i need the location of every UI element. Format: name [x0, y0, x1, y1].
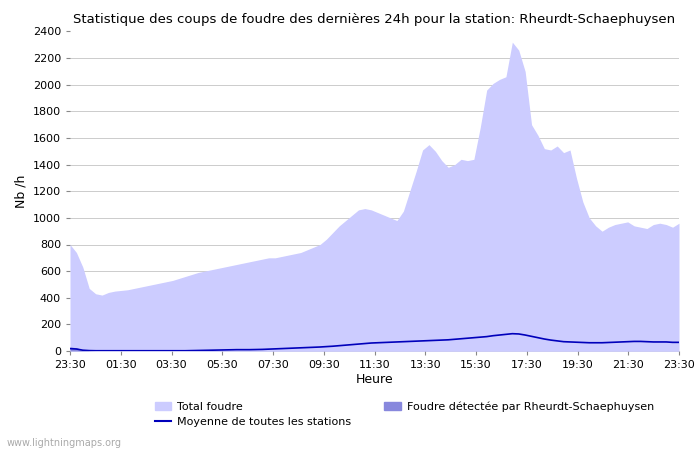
Y-axis label: Nb /h: Nb /h — [14, 175, 27, 208]
Title: Statistique des coups de foudre des dernières 24h pour la station: Rheurdt-Schae: Statistique des coups de foudre des dern… — [74, 13, 676, 26]
X-axis label: Heure: Heure — [356, 373, 393, 386]
Text: www.lightningmaps.org: www.lightningmaps.org — [7, 438, 122, 448]
Legend: Total foudre, Moyenne de toutes les stations, Foudre détectée par Rheurdt-Schaep: Total foudre, Moyenne de toutes les stat… — [155, 401, 654, 428]
